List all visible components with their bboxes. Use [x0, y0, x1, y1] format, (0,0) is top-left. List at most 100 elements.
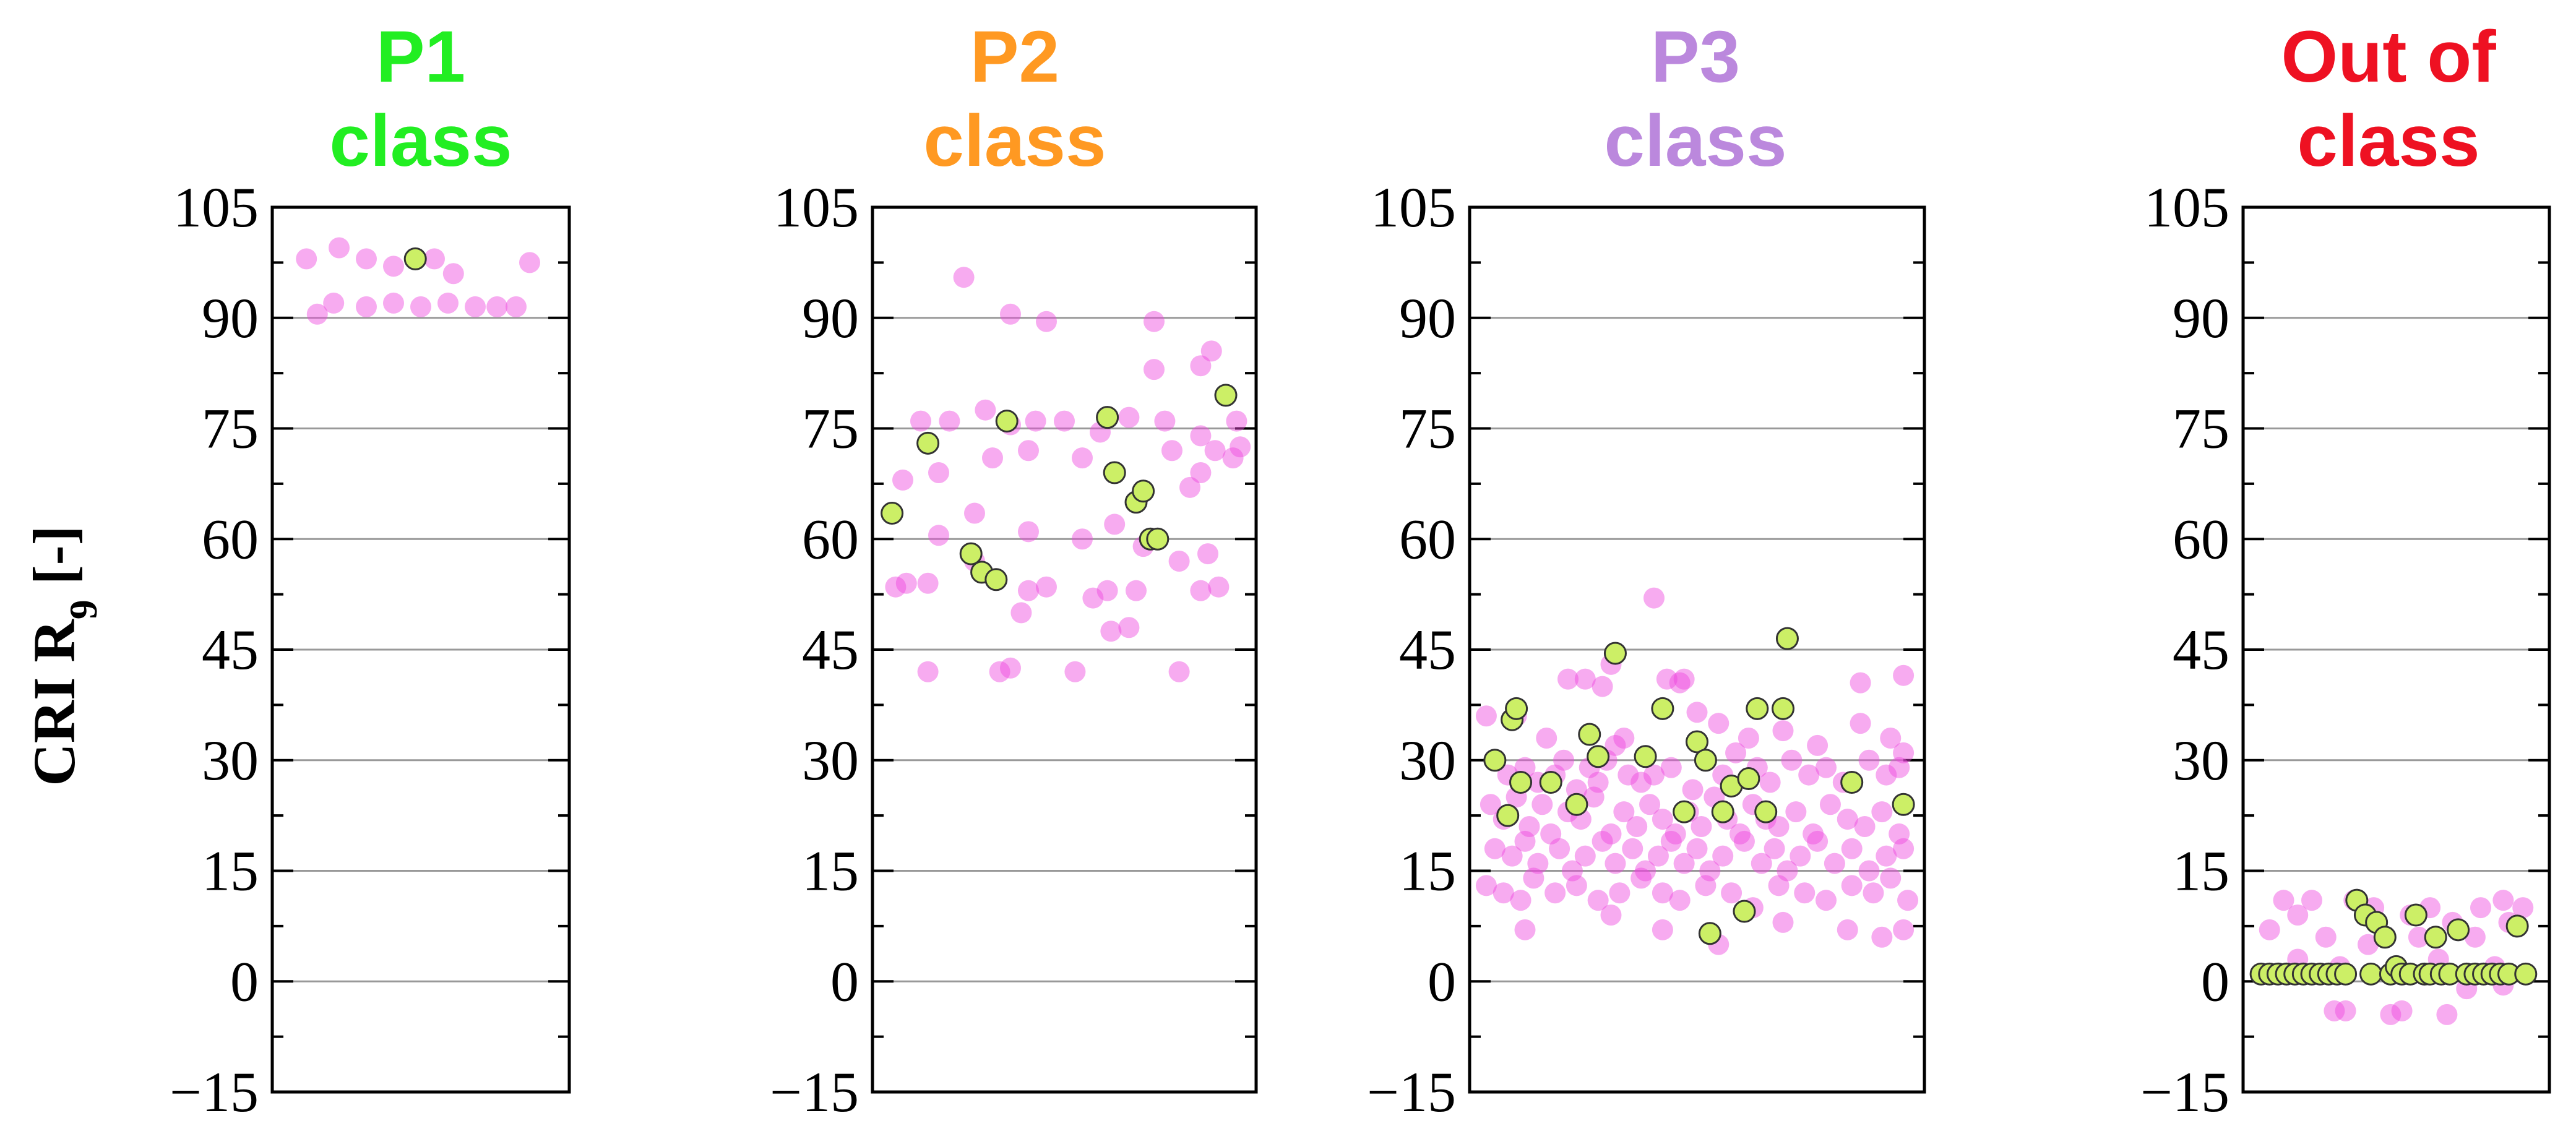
data-point-magenta: [2408, 926, 2429, 948]
data-point-magenta: [1592, 676, 1613, 697]
y-tick-label: 15: [2173, 840, 2229, 903]
data-point-green: [2505, 914, 2529, 938]
data-point-green: [1772, 697, 1794, 720]
data-point-magenta: [2324, 1000, 2345, 1021]
data-point-magenta: [2470, 897, 2491, 919]
y-tick-label: −15: [770, 1060, 859, 1124]
data-point-magenta: [1561, 860, 1583, 882]
data-point-magenta: [1682, 779, 1704, 801]
data-point-magenta: [1613, 801, 1635, 823]
data-point-magenta: [1730, 823, 1751, 845]
data-point-magenta: [1208, 576, 1230, 598]
data-point-magenta: [1858, 860, 1880, 882]
y-tick-label: 75: [202, 397, 259, 460]
data-point-magenta: [1154, 410, 1176, 432]
data-point-green: [1754, 800, 1778, 823]
data-point-green: [881, 502, 904, 525]
y-tick-label: 45: [802, 618, 859, 681]
data-point-magenta: [1764, 838, 1785, 859]
y-tick-label: 75: [802, 397, 859, 460]
y-tick-label: 0: [1428, 950, 1456, 1013]
data-point-magenta: [1733, 830, 1755, 852]
data-point-magenta: [1652, 882, 1673, 904]
data-point-magenta: [306, 303, 328, 325]
data-point-magenta: [1889, 823, 1910, 845]
data-point-magenta: [1751, 853, 1772, 874]
data-point-magenta: [1824, 853, 1845, 874]
data-point-magenta: [1613, 728, 1635, 749]
data-point-magenta: [1609, 882, 1630, 904]
data-point-magenta: [928, 525, 949, 546]
y-tick-label: 15: [202, 840, 259, 903]
y-tick-label: 45: [1399, 618, 1456, 681]
y-tick-label: −15: [2140, 1060, 2229, 1124]
data-point-green: [1892, 793, 1915, 816]
data-point-green: [2359, 962, 2383, 986]
data-point-green: [2404, 903, 2427, 927]
data-point-magenta: [1738, 728, 1759, 749]
data-point-magenta: [1000, 657, 1021, 679]
data-point-magenta: [1540, 823, 1562, 845]
data-point-magenta: [1036, 311, 1057, 332]
data-point-magenta: [953, 267, 975, 288]
data-point-green: [403, 247, 427, 270]
data-point-magenta: [1054, 410, 1075, 432]
data-point-magenta: [1161, 440, 1182, 462]
data-point-green: [1509, 771, 1533, 794]
data-point-green: [1634, 745, 1657, 768]
data-point-green: [1146, 527, 1170, 551]
data-point-magenta: [1493, 882, 1514, 904]
panel-title-line1: P3: [1651, 16, 1740, 98]
y-tick-label: 30: [802, 729, 859, 792]
data-point-magenta: [1096, 580, 1118, 601]
data-point-magenta: [1179, 476, 1200, 498]
data-point-magenta: [939, 410, 960, 432]
data-point-magenta: [1816, 757, 1837, 778]
data-point-magenta: [1643, 764, 1665, 786]
data-point-magenta: [465, 296, 486, 317]
data-point-green: [1686, 730, 1708, 754]
y-axis-label: CRI R9 [-]: [21, 525, 105, 786]
data-point-green: [2514, 962, 2538, 986]
data-point-magenta: [1190, 462, 1212, 483]
panel-title-line2: class: [923, 100, 1106, 182]
data-point-magenta: [2315, 926, 2337, 948]
y-tick-label: −15: [170, 1060, 259, 1124]
y-tick-label: 60: [202, 507, 259, 570]
data-point-magenta: [1605, 734, 1626, 756]
data-point-magenta: [1893, 919, 1915, 940]
data-point-magenta: [1118, 617, 1140, 638]
data-point-magenta: [1643, 587, 1665, 609]
data-point-magenta: [1893, 838, 1915, 859]
data-point-magenta: [1660, 830, 1682, 852]
data-point-magenta: [2273, 890, 2294, 911]
data-point-green: [1733, 900, 1756, 923]
data-point-green: [1746, 697, 1769, 720]
y-tick-label: 30: [202, 729, 259, 792]
data-point-magenta: [1072, 447, 1093, 469]
data-point-magenta: [1118, 406, 1140, 428]
data-point-green: [916, 431, 940, 455]
data-point-magenta: [1639, 794, 1661, 815]
data-point-magenta: [329, 237, 350, 259]
data-point-green: [1711, 800, 1734, 823]
data-point-magenta: [2436, 1004, 2458, 1025]
data-point-magenta: [1100, 621, 1122, 642]
data-point-magenta: [892, 469, 913, 491]
data-point-magenta: [1777, 860, 1798, 882]
data-point-magenta: [1197, 543, 1218, 565]
data-point-magenta: [506, 296, 527, 317]
data-point-magenta: [1566, 875, 1587, 896]
data-point-magenta: [1712, 845, 1734, 867]
data-point-magenta: [1544, 882, 1566, 904]
y-tick-label: 90: [1399, 286, 1456, 350]
data-point-magenta: [1064, 661, 1086, 682]
data-point-magenta: [2464, 926, 2486, 948]
plot-frame: [1468, 205, 1926, 1094]
data-point-magenta: [2335, 1000, 2356, 1021]
data-point-magenta: [410, 296, 431, 317]
y-tick-label: 30: [2173, 729, 2229, 792]
panels: P1class−150153045607590105P2class−150153…: [170, 16, 2551, 1124]
y-tick-label: 0: [2201, 950, 2229, 1013]
